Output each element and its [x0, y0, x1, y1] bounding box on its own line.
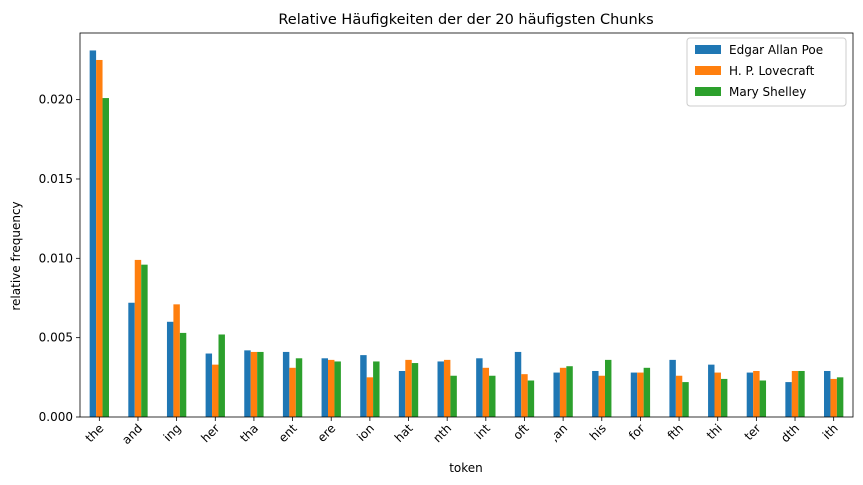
- bar-hat-series-0: [398, 370, 406, 417]
- legend: Edgar Allan Poe H. P. Lovecraft Mary Shell…: [686, 37, 847, 107]
- bar-ing-series-0: [166, 321, 174, 417]
- bar-dth-series-0: [785, 382, 792, 417]
- bar-int-series-1: [482, 367, 490, 417]
- bar-thi-series-2: [720, 378, 728, 417]
- bar-hat-series-2: [411, 363, 419, 417]
- bar-ion-series-0: [360, 355, 367, 417]
- legend-label: Edgar Allan Poe: [729, 43, 823, 57]
- legend-swatch: [695, 45, 721, 54]
- bar-int-series-0: [476, 358, 483, 417]
- bar-tha-series-0: [244, 350, 251, 417]
- bars-group: [89, 50, 844, 417]
- bar-and-series-2: [141, 264, 148, 417]
- bar-ith-series-0: [824, 370, 831, 417]
- x-axis-label: token: [449, 461, 483, 475]
- bar-thi-series-1: [714, 372, 721, 417]
- bar-ion-series-2: [373, 361, 380, 417]
- bar-hat-series-1: [405, 359, 412, 417]
- bar-,an-series-0: [553, 372, 560, 417]
- legend-label: Mary Shelley: [729, 85, 806, 99]
- bar-nth-series-2: [450, 375, 457, 417]
- bar-ent-series-0: [282, 351, 290, 417]
- bar-the-series-2: [102, 98, 109, 417]
- bar-tha-series-2: [257, 351, 264, 417]
- bar-for-series-2: [643, 367, 651, 417]
- bar-her-series-0: [205, 353, 213, 417]
- y-axis-label: relative frequency: [9, 201, 23, 310]
- bar-the-series-0: [89, 50, 97, 417]
- bar-fth-series-2: [682, 382, 689, 417]
- bar-for-series-1: [637, 372, 644, 417]
- bar-ere-series-0: [321, 358, 328, 417]
- bar-the-series-1: [96, 59, 103, 417]
- bar-ere-series-2: [334, 361, 341, 417]
- bar-his-series-2: [605, 359, 612, 417]
- y-tick-label: 0.015: [39, 172, 73, 186]
- bar-ing-series-2: [179, 332, 187, 417]
- bar-fth-series-0: [669, 359, 676, 417]
- bar-ith-series-2: [836, 377, 844, 417]
- legend-box: [686, 37, 847, 107]
- bar-nth-series-0: [437, 361, 444, 417]
- plot-frame: [79, 32, 854, 418]
- bar-fth-series-1: [675, 375, 683, 417]
- y-tick-label: 0.005: [39, 331, 73, 345]
- legend-swatch: [695, 87, 721, 96]
- bar-oft-series-2: [527, 380, 535, 417]
- bar-for-series-0: [630, 372, 638, 417]
- bar-oft-series-0: [514, 351, 522, 417]
- y-tick-label: 0.010: [39, 251, 73, 265]
- y-tick-label: 0.020: [39, 93, 73, 107]
- bar-ter-series-2: [759, 380, 767, 417]
- chart-title: Relative Häufigkeiten der der 20 häufigs…: [278, 12, 653, 28]
- bar-her-series-2: [218, 334, 225, 417]
- bar-oft-series-1: [521, 374, 528, 417]
- bar-ent-series-1: [289, 367, 296, 417]
- legend-swatch: [695, 66, 721, 75]
- bar-ith-series-1: [830, 378, 837, 417]
- bar-and-series-1: [134, 259, 142, 417]
- bar-dth-series-1: [791, 370, 799, 417]
- bar-ere-series-1: [328, 359, 335, 417]
- bar-,an-series-2: [566, 366, 573, 417]
- bar-nth-series-1: [443, 359, 451, 417]
- bar-his-series-1: [598, 375, 605, 417]
- bar-ent-series-2: [295, 358, 303, 417]
- y-axis: 0.000 0.005 0.010 0.015 0.020: [39, 93, 80, 424]
- bar-his-series-0: [592, 370, 599, 417]
- bar-ion-series-1: [366, 377, 374, 417]
- bar-tha-series-1: [250, 351, 258, 417]
- bar-ing-series-1: [173, 304, 180, 417]
- bar-and-series-0: [128, 302, 135, 417]
- bar-ter-series-0: [746, 372, 754, 417]
- bar-int-series-2: [489, 375, 496, 417]
- bar-,an-series-1: [559, 367, 567, 417]
- legend-label: H. P. Lovecraft: [729, 64, 815, 78]
- bar-ter-series-1: [753, 370, 760, 417]
- bar-dth-series-2: [798, 370, 805, 417]
- bar-her-series-1: [212, 364, 219, 417]
- bar-thi-series-0: [708, 364, 715, 417]
- y-tick-label: 0.000: [39, 410, 73, 424]
